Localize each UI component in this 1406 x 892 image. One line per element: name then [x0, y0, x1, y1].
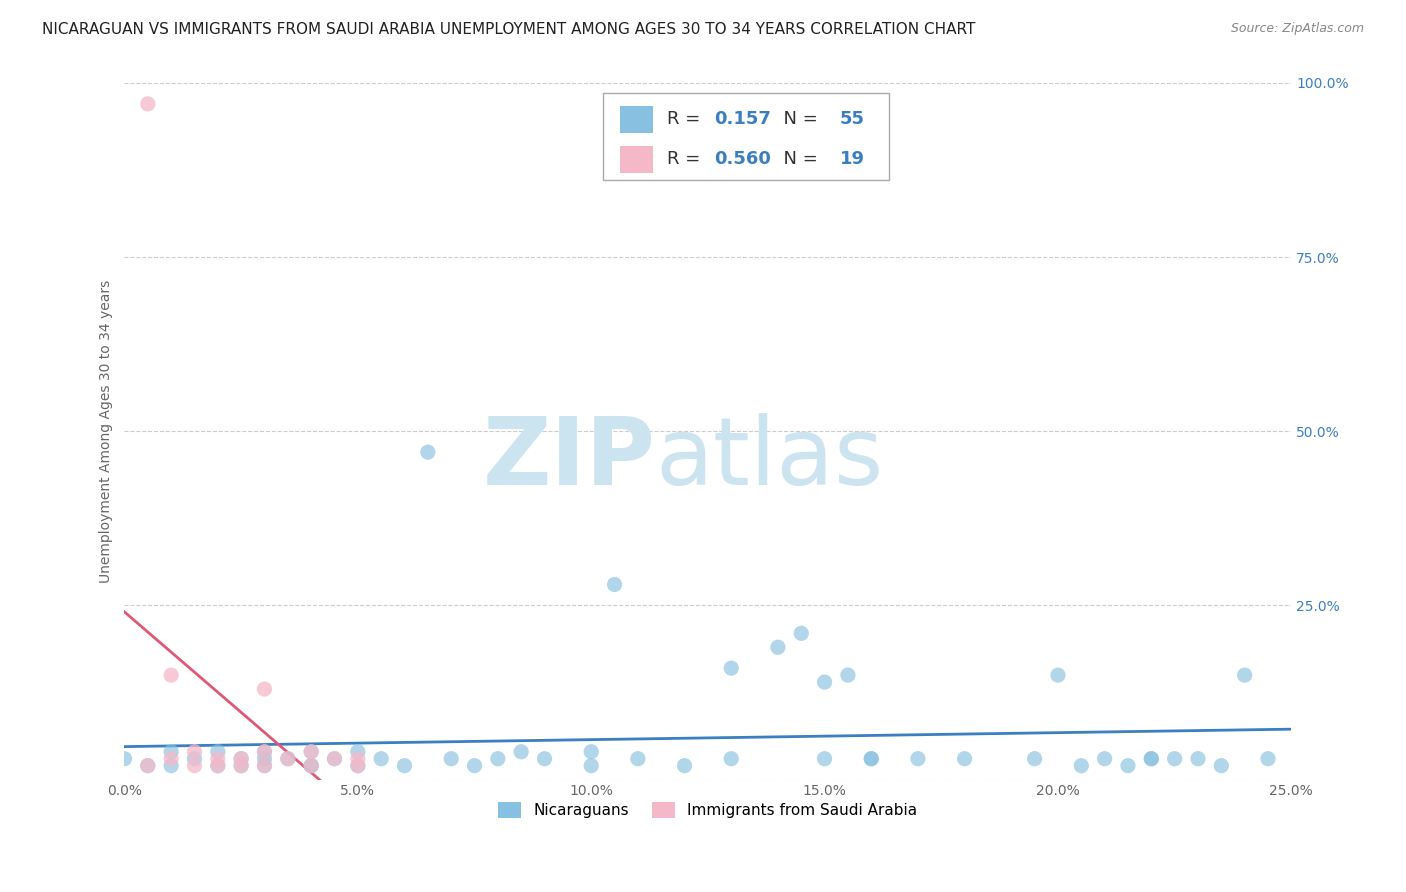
Point	[837, 668, 859, 682]
Point	[277, 752, 299, 766]
Point	[160, 668, 183, 682]
Y-axis label: Unemployment Among Ages 30 to 34 years: Unemployment Among Ages 30 to 34 years	[100, 280, 114, 582]
FancyBboxPatch shape	[620, 106, 652, 133]
Point	[579, 758, 602, 772]
Point	[323, 752, 346, 766]
Point	[277, 752, 299, 766]
Point	[1046, 668, 1069, 682]
Point	[347, 752, 370, 766]
Point	[860, 752, 883, 766]
Point	[299, 758, 322, 772]
Text: R =: R =	[666, 111, 706, 128]
Text: Source: ZipAtlas.com: Source: ZipAtlas.com	[1230, 22, 1364, 36]
Point	[464, 758, 486, 772]
Text: atlas: atlas	[655, 413, 883, 505]
FancyBboxPatch shape	[603, 94, 889, 180]
Point	[510, 745, 533, 759]
Point	[1140, 752, 1163, 766]
Point	[183, 745, 205, 759]
Point	[627, 752, 650, 766]
Text: N =: N =	[772, 111, 824, 128]
Point	[347, 758, 370, 772]
Point	[860, 752, 883, 766]
Point	[1211, 758, 1233, 772]
Point	[160, 758, 183, 772]
Point	[253, 758, 276, 772]
Point	[323, 752, 346, 766]
Point	[1094, 752, 1116, 766]
Point	[813, 752, 835, 766]
Point	[533, 752, 555, 766]
Point	[347, 758, 370, 772]
Point	[720, 661, 742, 675]
Text: R =: R =	[666, 151, 706, 169]
Point	[1024, 752, 1046, 766]
Text: NICARAGUAN VS IMMIGRANTS FROM SAUDI ARABIA UNEMPLOYMENT AMONG AGES 30 TO 34 YEAR: NICARAGUAN VS IMMIGRANTS FROM SAUDI ARAB…	[42, 22, 976, 37]
Point	[231, 758, 253, 772]
Point	[416, 445, 439, 459]
Point	[231, 758, 253, 772]
Point	[299, 745, 322, 759]
Point	[299, 758, 322, 772]
Legend: Nicaraguans, Immigrants from Saudi Arabia: Nicaraguans, Immigrants from Saudi Arabi…	[492, 796, 924, 824]
Text: 0.560: 0.560	[714, 151, 770, 169]
Point	[1070, 758, 1092, 772]
Text: 19: 19	[839, 151, 865, 169]
Point	[1257, 752, 1279, 766]
Point	[299, 745, 322, 759]
Point	[253, 681, 276, 696]
Point	[114, 752, 136, 766]
Point	[253, 752, 276, 766]
Text: 0.157: 0.157	[714, 111, 770, 128]
Point	[370, 752, 392, 766]
Point	[766, 640, 789, 655]
Point	[790, 626, 813, 640]
Point	[231, 752, 253, 766]
Point	[347, 745, 370, 759]
Point	[253, 745, 276, 759]
Point	[183, 758, 205, 772]
Point	[299, 758, 322, 772]
FancyBboxPatch shape	[620, 146, 652, 172]
Point	[207, 752, 229, 766]
Point	[136, 96, 159, 111]
Point	[603, 577, 626, 591]
Point	[207, 745, 229, 759]
Point	[720, 752, 742, 766]
Point	[440, 752, 463, 766]
Point	[486, 752, 509, 766]
Point	[183, 752, 205, 766]
Point	[394, 758, 416, 772]
Point	[673, 758, 696, 772]
Point	[136, 758, 159, 772]
Point	[231, 752, 253, 766]
Point	[1116, 758, 1139, 772]
Text: N =: N =	[772, 151, 824, 169]
Text: 55: 55	[839, 111, 865, 128]
Point	[813, 675, 835, 690]
Text: ZIP: ZIP	[482, 413, 655, 505]
Point	[136, 758, 159, 772]
Point	[160, 752, 183, 766]
Point	[1233, 668, 1256, 682]
Point	[1163, 752, 1185, 766]
Point	[207, 758, 229, 772]
Point	[160, 745, 183, 759]
Point	[907, 752, 929, 766]
Point	[253, 758, 276, 772]
Point	[1187, 752, 1209, 766]
Point	[953, 752, 976, 766]
Point	[207, 758, 229, 772]
Point	[1140, 752, 1163, 766]
Point	[579, 745, 602, 759]
Point	[253, 745, 276, 759]
